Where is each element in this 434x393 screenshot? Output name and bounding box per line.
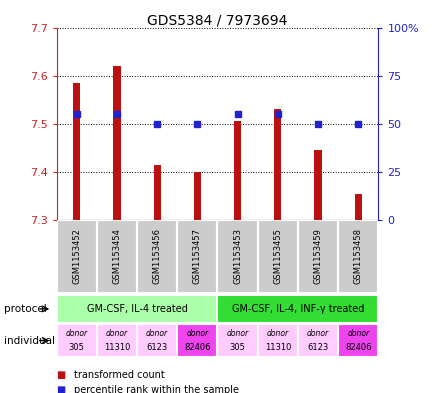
Text: GSM1153458: GSM1153458: [353, 228, 362, 285]
Text: ■: ■: [56, 385, 66, 393]
Bar: [273, 109, 281, 220]
Text: donor: donor: [186, 329, 208, 338]
Bar: [193, 172, 201, 220]
Text: 82406: 82406: [344, 343, 371, 353]
Bar: [257, 220, 297, 293]
Text: 11310: 11310: [264, 343, 290, 353]
Bar: [177, 220, 217, 293]
Text: donor: donor: [346, 329, 368, 338]
Text: GSM1153454: GSM1153454: [112, 228, 121, 285]
Bar: [97, 324, 137, 357]
Bar: [257, 324, 297, 357]
Bar: [217, 295, 378, 323]
Bar: [297, 324, 338, 357]
Bar: [113, 66, 120, 220]
Text: 82406: 82406: [184, 343, 210, 353]
Text: donor: donor: [105, 329, 128, 338]
Text: 6123: 6123: [307, 343, 328, 353]
Bar: [56, 220, 97, 293]
Bar: [137, 220, 177, 293]
Text: donor: donor: [266, 329, 288, 338]
Bar: [217, 324, 257, 357]
Text: 305: 305: [229, 343, 245, 353]
Text: GDS5384 / 7973694: GDS5384 / 7973694: [147, 14, 287, 28]
Bar: [297, 220, 338, 293]
Text: GSM1153457: GSM1153457: [192, 228, 201, 285]
Text: donor: donor: [306, 329, 329, 338]
Bar: [338, 324, 378, 357]
Text: GSM1153453: GSM1153453: [233, 228, 242, 285]
Bar: [338, 220, 378, 293]
Text: 11310: 11310: [103, 343, 130, 353]
Text: donor: donor: [226, 329, 248, 338]
Text: GM-CSF, IL-4, INF-γ treated: GM-CSF, IL-4, INF-γ treated: [231, 304, 363, 314]
Bar: [233, 121, 241, 220]
Bar: [56, 324, 97, 357]
Text: GM-CSF, IL-4 treated: GM-CSF, IL-4 treated: [86, 304, 187, 314]
Bar: [354, 194, 361, 220]
Bar: [137, 324, 177, 357]
Text: ■: ■: [56, 370, 66, 380]
Text: GSM1153455: GSM1153455: [273, 228, 282, 285]
Bar: [217, 220, 257, 293]
Text: GSM1153452: GSM1153452: [72, 228, 81, 285]
Text: GSM1153456: GSM1153456: [152, 228, 161, 285]
Text: transformed count: transformed count: [74, 370, 164, 380]
Text: donor: donor: [146, 329, 168, 338]
Bar: [56, 295, 217, 323]
Text: percentile rank within the sample: percentile rank within the sample: [74, 385, 238, 393]
Text: donor: donor: [66, 329, 88, 338]
Bar: [73, 83, 80, 220]
Bar: [97, 220, 137, 293]
Text: protocol: protocol: [4, 304, 47, 314]
Text: GSM1153459: GSM1153459: [313, 228, 322, 285]
Bar: [177, 324, 217, 357]
Text: 305: 305: [69, 343, 84, 353]
Bar: [314, 150, 321, 220]
Text: individual: individual: [4, 336, 55, 345]
Text: 6123: 6123: [146, 343, 168, 353]
Bar: [153, 165, 161, 220]
